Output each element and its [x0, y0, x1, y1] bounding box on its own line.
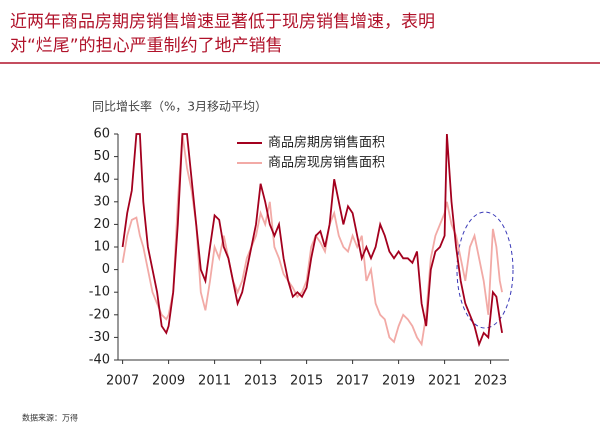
x-tick-label: 2023: [474, 374, 507, 389]
y-axis-label: 同比增长率（%，3月移动平均）: [92, 99, 267, 114]
x-tick-label: 2009: [152, 374, 185, 389]
x-tick-label: 2011: [198, 374, 231, 389]
legend-label: 商品房期房销售面积: [268, 135, 385, 151]
y-tick-label: -40: [89, 353, 110, 368]
x-tick-label: 2007: [106, 374, 139, 389]
y-tick-label: -30: [89, 330, 110, 345]
y-tick-label: -10: [89, 285, 110, 300]
highlight-ellipse: [456, 211, 514, 329]
chart-title: 近两年商品房期房销售增速显著低于现房销售增速，表明: [10, 12, 435, 32]
y-tick-label: 50: [93, 149, 110, 164]
x-tick-label: 2019: [382, 374, 415, 389]
y-tick-label: 20: [93, 217, 110, 232]
y-tick-label: 60: [93, 127, 110, 142]
source: 数据来源：万得: [22, 413, 78, 423]
series-line: [121, 133, 503, 348]
x-tick-label: 2015: [290, 374, 323, 389]
y-tick-label: -20: [89, 307, 110, 322]
y-tick-label: 10: [93, 240, 110, 255]
x-tick-label: 2013: [244, 374, 277, 389]
chart-subtitle: 对“烂尾”的担心严重制约了地产销售: [10, 36, 283, 56]
x-tick-label: 2017: [336, 374, 369, 389]
y-tick-label: 0: [102, 262, 110, 277]
y-tick-label: 30: [93, 194, 110, 209]
series-line: [121, 133, 503, 347]
x-tick-label: 2021: [428, 374, 461, 389]
y-tick-label: 40: [93, 172, 110, 187]
legend-label: 商品房现房销售面积: [268, 155, 385, 171]
